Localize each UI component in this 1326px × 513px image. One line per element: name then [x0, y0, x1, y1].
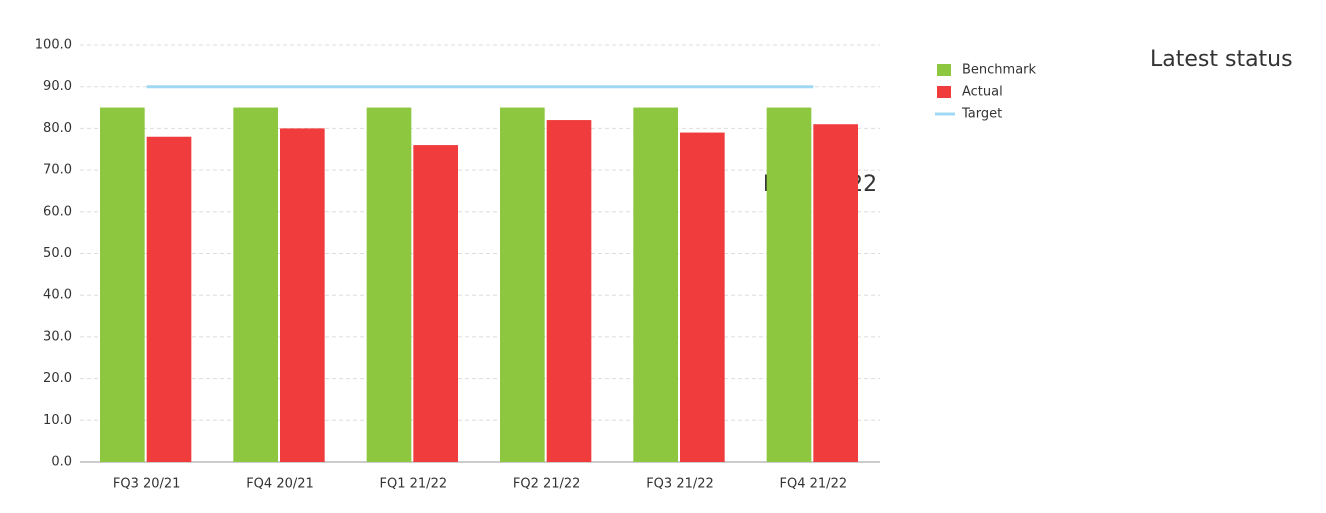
y-tick-label: 60.0 — [43, 204, 72, 219]
chart: FQ1 21/22 Latest status 0.0 10.0 20.0 30.0 4… — [0, 0, 1326, 509]
y-tick-label: 50.0 — [43, 246, 72, 261]
legend-swatch — [937, 64, 951, 76]
x-tick-label: FQ2 21/22 — [513, 477, 581, 492]
bar — [547, 120, 592, 462]
y-tick-label: 30.0 — [43, 329, 72, 344]
y-tick-label: 20.0 — [43, 371, 72, 386]
y-tick-label: 0.0 — [51, 455, 72, 470]
bar — [100, 108, 145, 462]
y-tick-label: 40.0 — [43, 288, 72, 303]
y-tick-label: 70.0 — [43, 163, 72, 178]
y-tick-label: 90.0 — [43, 79, 72, 94]
bar — [367, 108, 412, 462]
x-tick-label: FQ3 20/21 — [113, 477, 181, 492]
bar — [147, 137, 192, 462]
x-tick-label: FQ4 21/22 — [780, 477, 848, 492]
bar — [500, 108, 545, 462]
legend-label: Benchmark — [962, 63, 1037, 78]
bar — [813, 124, 858, 462]
x-tick-label: FQ3 21/22 — [646, 477, 714, 492]
y-tick-label: 100.0 — [35, 38, 72, 53]
bar — [633, 108, 678, 462]
bar — [680, 133, 725, 462]
legend-label: Target — [961, 107, 1002, 122]
y-tick-label: 80.0 — [43, 121, 72, 136]
bar — [280, 128, 325, 462]
bar — [767, 108, 812, 462]
bar — [413, 145, 458, 462]
legend-label: Actual — [962, 85, 1003, 100]
x-tick-label: FQ4 20/21 — [246, 477, 314, 492]
x-tick-label: FQ1 21/22 — [380, 477, 448, 492]
legend-swatch — [937, 86, 951, 98]
bar — [233, 108, 278, 462]
latest-status: Latest status — [1150, 47, 1293, 72]
y-tick-label: 10.0 — [43, 413, 72, 428]
